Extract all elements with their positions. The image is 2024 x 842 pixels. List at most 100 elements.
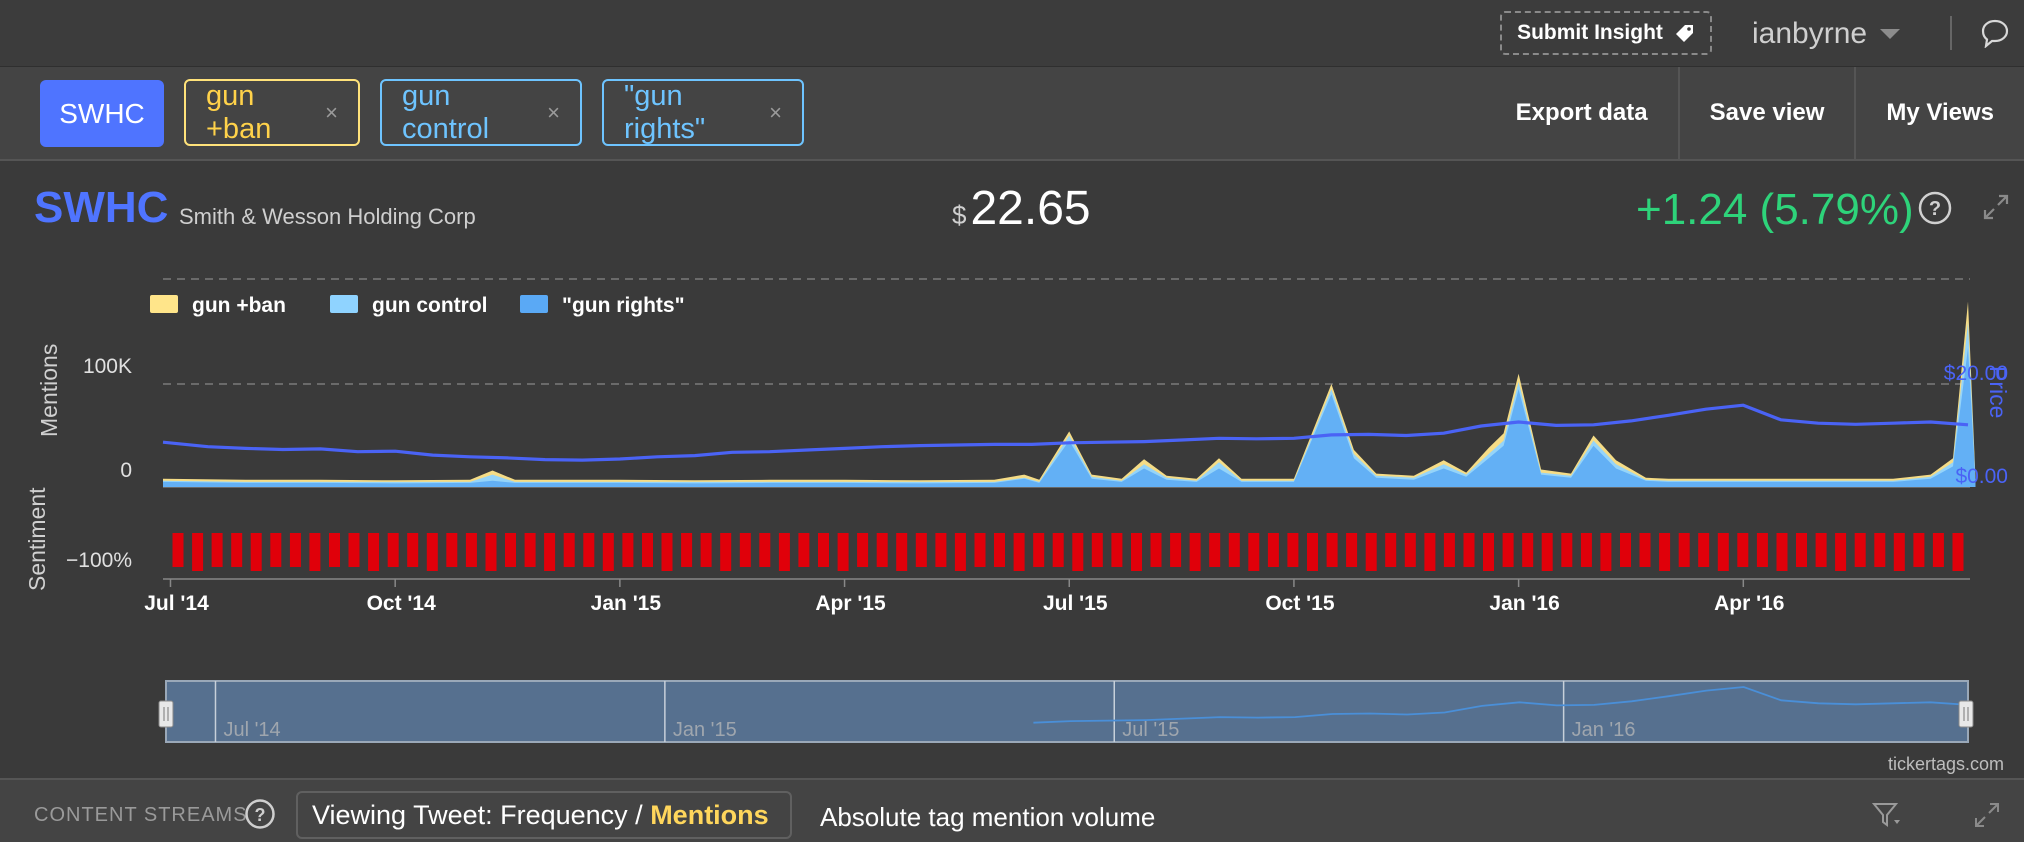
sentiment-bar: [1600, 533, 1612, 571]
sentiment-bar: [935, 533, 947, 567]
svg-text:?: ?: [255, 805, 266, 825]
chat-icon[interactable]: [1980, 18, 2010, 48]
sentiment-bar: [837, 533, 849, 571]
sentiment-bar: [172, 533, 184, 567]
remove-tag-icon[interactable]: ×: [547, 99, 560, 125]
legend-label: gun control: [372, 294, 487, 317]
sentiment-bar: [642, 533, 653, 567]
user-menu[interactable]: ianbyrne: [1752, 14, 1901, 54]
tag-chip[interactable]: gun control ×: [380, 79, 582, 146]
my-views-button[interactable]: My Views: [1854, 67, 2024, 159]
sentiment-bar: [1659, 533, 1671, 571]
ticker-button[interactable]: SWHC: [40, 80, 164, 147]
navigator-window: [165, 680, 1969, 743]
price-axis-title: Price: [1985, 366, 2011, 418]
export-data-button[interactable]: Export data: [1515, 99, 1648, 126]
expand-icon[interactable]: [1982, 193, 2010, 221]
sentiment-bar: [739, 533, 751, 567]
sentiment-bar: [1287, 533, 1299, 567]
sentiment-bar: [309, 533, 321, 571]
x-tick-label: Apr '16: [1714, 592, 1784, 615]
sentiment-bar: [1717, 533, 1729, 571]
sentiment-bar: [1737, 533, 1749, 567]
sentiment-bar: [231, 533, 243, 567]
price-tick-label: $20.00: [1944, 362, 2008, 385]
navigator-line: [1033, 686, 1969, 724]
sentiment-bar: [1756, 533, 1768, 567]
submit-insight-label: Submit Insight: [1517, 21, 1663, 44]
sentiment-bar: [1835, 533, 1847, 571]
navigator-tick-label: Jul '15: [1122, 719, 1179, 741]
sentiment-bar: [1013, 533, 1025, 571]
x-tick-label: Oct '14: [367, 592, 437, 615]
x-tick-label: Jan '15: [591, 592, 662, 615]
sentiment-bar: [289, 533, 301, 567]
svg-text:?: ?: [1929, 198, 1941, 220]
filter-icon[interactable]: [1872, 802, 1902, 828]
legend-label: "gun rights": [562, 294, 685, 317]
legend-swatch: [330, 295, 358, 313]
x-tick-label: Oct '15: [1265, 592, 1335, 615]
sentiment-bar: [1952, 533, 1964, 571]
mentions-area: [163, 347, 1976, 487]
sentiment-bar: [915, 533, 927, 567]
submit-insight-button[interactable]: Submit Insight: [1500, 11, 1712, 55]
expand-icon[interactable]: [1974, 802, 2000, 828]
sentiment-bar: [1483, 533, 1494, 571]
sentiment-bar: [974, 533, 986, 567]
stock-price: $22.65: [952, 181, 1091, 236]
help-icon[interactable]: ?: [1918, 191, 1952, 225]
sentiment-bar: [387, 533, 399, 567]
tag-chip[interactable]: "gun rights" ×: [602, 79, 804, 146]
viewing-selector[interactable]: Viewing Tweet: Frequency / Mentions: [296, 791, 792, 839]
tag-actions: Export data Save view My Views: [1486, 67, 2024, 159]
sentiment-bar: [700, 533, 712, 567]
sentiment-tick-label: −100%: [66, 549, 132, 572]
save-view-button[interactable]: Save view: [1677, 67, 1855, 159]
sentiment-bar: [1248, 533, 1260, 571]
x-tick-label: Apr '15: [815, 592, 886, 615]
sentiment-bar: [1776, 533, 1788, 571]
sentiment-bar: [759, 533, 771, 567]
sentiment-bar: [1443, 533, 1455, 567]
help-icon[interactable]: ?: [244, 798, 276, 830]
sentiment-bar: [1326, 533, 1338, 567]
sentiment-bar: [681, 533, 693, 567]
sentiment-bar: [602, 533, 614, 571]
company-name: Smith & Wesson Holding Corp: [179, 204, 476, 229]
chart: 100K 0 −100% gun +ban gun control "gun rights…: [66, 278, 2011, 743]
y-tick-label: 0: [120, 459, 132, 482]
remove-tag-icon[interactable]: ×: [325, 99, 338, 125]
content-streams-bar: CONTENT STREAMS ? Viewing Tweet: Frequen…: [0, 778, 2024, 842]
sentiment-bar: [505, 533, 516, 567]
sentiment-bar: [1209, 533, 1221, 567]
sentiment-bar: [544, 533, 556, 571]
sentiment-bar: [994, 533, 1005, 567]
remove-tag-icon[interactable]: ×: [769, 99, 782, 125]
sentiment-bar: [876, 533, 888, 567]
sentiment-bar: [1228, 533, 1240, 567]
currency-symbol: $: [952, 200, 967, 230]
content-streams-label: CONTENT STREAMS: [34, 804, 248, 826]
tag-label: gun control: [402, 79, 490, 145]
sentiment-bar: [1346, 533, 1358, 567]
sentiment-bar: [1678, 533, 1690, 567]
navigator-handle[interactable]: [158, 700, 174, 728]
legend-swatch: [150, 295, 178, 313]
sentiment-bar: [368, 533, 380, 571]
sentiment-bar: [1698, 533, 1710, 567]
tag-label: "gun rights": [624, 79, 706, 145]
navigator-handle[interactable]: [1958, 700, 1974, 728]
metric-description: Absolute tag mention volume: [820, 802, 1156, 832]
price-value: 22.65: [970, 182, 1091, 235]
sentiment-bar: [485, 533, 497, 571]
navigator-tick-label: Jan '16: [1572, 719, 1636, 741]
sentiment-bar: [661, 533, 673, 571]
sentiment-bar: [250, 533, 262, 571]
top-bar: Submit Insight ianbyrne: [0, 0, 2024, 67]
price-change: +1.24 (5.79%): [1636, 185, 1914, 234]
sentiment-bar: [798, 533, 810, 567]
x-tick-label: Jul '15: [1043, 592, 1108, 615]
tag-chip[interactable]: gun +ban ×: [184, 79, 360, 146]
x-tick-label: Jul '14: [144, 592, 209, 615]
